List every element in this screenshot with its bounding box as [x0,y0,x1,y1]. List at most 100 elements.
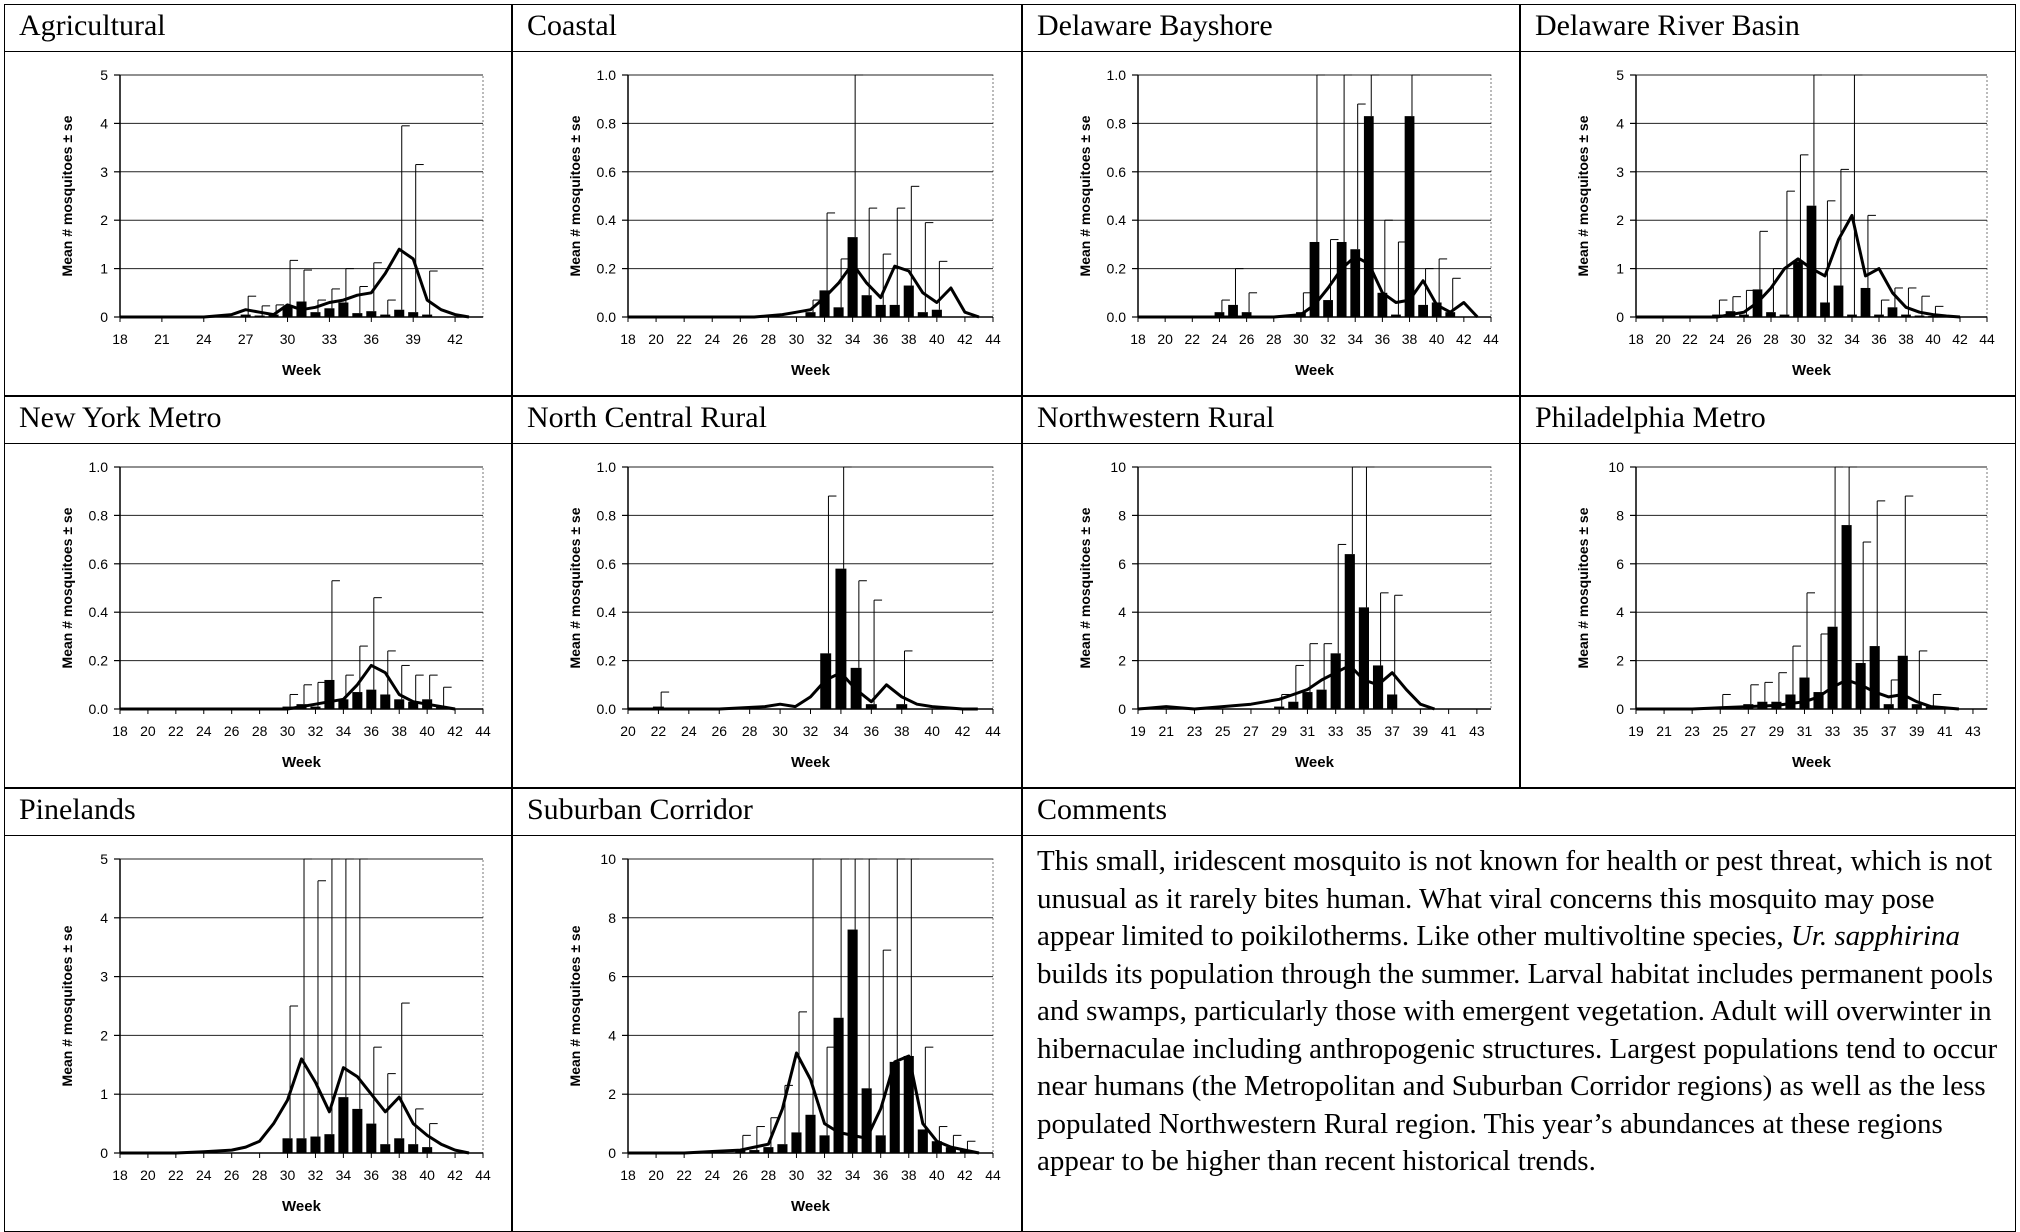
bar [805,312,816,317]
bar [1358,607,1370,709]
x-tick-label: 22 [676,1167,692,1183]
chart-coastal: 0.0 0.2 0.4 0.6 0.8 1.0 18 20 22 24 26 28 30 32 34 36 38… [567,67,1001,379]
x-tick-label: 32 [803,723,819,739]
bar [1847,314,1857,317]
bar [1214,312,1225,317]
y-tick-label: 0.2 [597,261,617,277]
bar [1897,655,1908,709]
x-tick-label: 24 [681,723,697,739]
bar [833,307,844,317]
bar [1785,694,1796,709]
bar [1350,249,1361,317]
x-tick-label: 25 [1215,723,1231,739]
bar [1288,701,1299,709]
x-tick-label: 24 [196,331,212,347]
y-tick-label: 0.4 [1107,212,1127,228]
y-tick-label: 1 [100,261,108,277]
x-tick-label: 18 [112,1167,128,1183]
x-tick-label: 30 [280,331,296,347]
bar [1869,646,1880,709]
title-divider [1023,443,1519,444]
x-tick-label: 34 [845,331,861,347]
x-tick-label: 27 [1741,723,1757,739]
y-tick-label: 2 [1616,212,1624,228]
x-axis-label: Week [282,1198,322,1215]
y-tick-label: 2 [608,1086,616,1102]
x-tick-label: 32 [1817,331,1833,347]
bar [1274,706,1285,709]
x-tick-label: 20 [648,1167,664,1183]
x-tick-label: 36 [1375,331,1391,347]
y-tick-label: 0.2 [597,653,617,669]
x-tick-label: 38 [901,331,917,347]
y-tick-label: 2 [100,212,108,228]
bar [296,1138,307,1153]
x-tick-label: 30 [789,1167,805,1183]
panel-title: Coastal [527,9,617,42]
x-tick-label: 37 [1881,723,1897,739]
bar [1779,314,1790,317]
panel-suburban-corridor: Suburban Corridor 0 2 4 6 8 10 18 20 22 24 26 28 30 32… [512,788,1022,1232]
bar [366,1123,377,1153]
x-tick-label: 21 [154,331,170,347]
panel-north-central-rural: North Central Rural 0.0 0.2 0.4 0.6 0.8 1.0 20 2… [512,396,1022,788]
bar [1391,314,1401,317]
bar [847,237,858,317]
y-axis-label: Mean # mosquitoes ± se [1077,115,1093,276]
y-tick-label: 6 [1118,556,1126,572]
x-tick-label: 36 [864,723,880,739]
bar [861,295,872,317]
x-tick-label: 22 [651,723,667,739]
y-tick-label: 0.8 [597,115,617,131]
bar [352,1108,363,1153]
y-axis-label: Mean # mosquitoes ± se [59,925,75,1086]
y-axis-label: Mean # mosquitoes ± se [567,115,583,276]
x-tick-label: 28 [761,1167,777,1183]
bar [380,314,391,317]
y-tick-label: 5 [100,67,108,83]
title-divider [5,51,511,52]
y-tick-label: 6 [1616,556,1624,572]
x-tick-label: 34 [845,1167,861,1183]
chart-north-central-rural: 0.0 0.2 0.4 0.6 0.8 1.0 20 22 24 26 28 30 32 34 36 38 40… [567,459,1001,771]
y-tick-label: 0.4 [597,212,617,228]
x-tick-label: 23 [1684,723,1700,739]
x-tick-label: 40 [419,723,435,739]
x-tick-label: 38 [894,723,910,739]
x-tick-label: 32 [1320,331,1336,347]
y-tick-label: 0.8 [1107,115,1127,131]
x-axis-label: Week [791,1198,831,1215]
y-tick-label: 0 [1118,701,1126,717]
bar [931,309,942,317]
y-tick-label: 8 [1616,507,1624,523]
y-tick-label: 1 [100,1086,108,1102]
bar [310,312,321,317]
chart-agricultural: 0 1 2 3 4 5 18 21 24 27 30 33 36 39 42 Week Mean # mosqu… [59,67,484,379]
x-tick-label: 26 [1736,331,1752,347]
y-axis-label: Mean # mosquitoes ± se [567,507,583,668]
y-tick-label: 4 [1118,604,1126,620]
panel-northwestern-rural: Northwestern Rural 0 2 4 6 8 10 19 21 23 25 27 29 31 3… [1022,396,1520,788]
y-tick-label: 0.6 [597,164,617,180]
y-tick-label: 1.0 [1107,67,1127,83]
x-tick-label: 24 [1212,331,1228,347]
y-tick-label: 0 [100,309,108,325]
x-tick-label: 42 [955,723,971,739]
panel-title: New York Metro [19,401,222,434]
x-tick-label: 28 [252,1167,268,1183]
bar [380,1144,391,1153]
x-tick-label: 36 [873,1167,889,1183]
x-tick-label: 35 [1853,723,1869,739]
x-axis-label: Week [791,754,831,771]
series-line [120,1057,470,1155]
x-tick-label: 26 [224,1167,240,1183]
bar [408,1144,419,1153]
x-tick-label: 20 [648,331,664,347]
bar [1827,626,1838,709]
y-tick-label: 0.8 [89,507,109,523]
y-tick-label: 0.0 [597,701,617,717]
x-tick-label: 42 [447,1167,463,1183]
x-tick-label: 20 [1655,331,1671,347]
series-line [1137,663,1435,711]
bar [408,701,419,709]
